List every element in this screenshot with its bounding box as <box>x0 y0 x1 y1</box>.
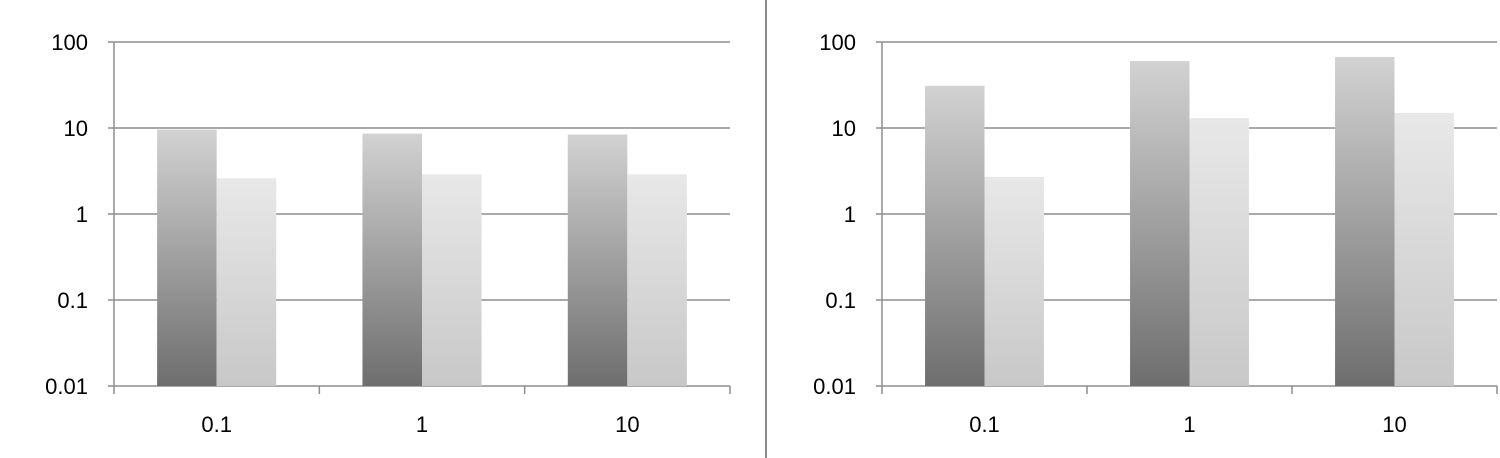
bar-series-1-10 <box>1335 56 1395 386</box>
x-tick-label: 1 <box>416 412 428 437</box>
bar-series-2-10 <box>1394 112 1454 387</box>
bar-series-2-0.1 <box>216 178 277 386</box>
chart-panel-right: 0.01 0.1 1 10 100 0.1 1 10 <box>813 30 1498 437</box>
bar-series-1-1 <box>1130 61 1190 387</box>
bar-series-2-1 <box>422 174 482 386</box>
bar-series-2-10 <box>627 174 687 386</box>
y-tick-label: 10 <box>64 116 88 141</box>
x-tick-label: 0.1 <box>969 412 1000 437</box>
x-tick-label: 10 <box>615 412 639 437</box>
x-tick-label: 0.1 <box>201 412 232 437</box>
y-tick-label: 100 <box>819 30 856 55</box>
bar-series-1-0.1 <box>157 129 217 387</box>
bar-series-1-1 <box>362 133 422 386</box>
y-tick-label: 1 <box>844 202 856 227</box>
y-tick-label: 1 <box>76 202 88 227</box>
y-tick-label: 0.01 <box>45 374 88 399</box>
x-tick-label: 10 <box>1382 412 1406 437</box>
bar-series-2-1 <box>1189 118 1249 387</box>
chart-panel-left: 0.01 0.1 1 10 100 0.1 1 10 <box>45 30 731 437</box>
y-tick-label: 0.1 <box>825 288 856 313</box>
y-tick-label: 10 <box>832 116 856 141</box>
bar-series-2-0.1 <box>984 176 1044 386</box>
bar-series-1-10 <box>567 134 628 386</box>
y-tick-label: 0.01 <box>813 374 856 399</box>
bar-series-1-0.1 <box>925 85 985 387</box>
x-tick-label: 1 <box>1183 412 1195 437</box>
y-tick-label: 0.1 <box>57 288 88 313</box>
y-tick-label: 100 <box>51 30 88 55</box>
